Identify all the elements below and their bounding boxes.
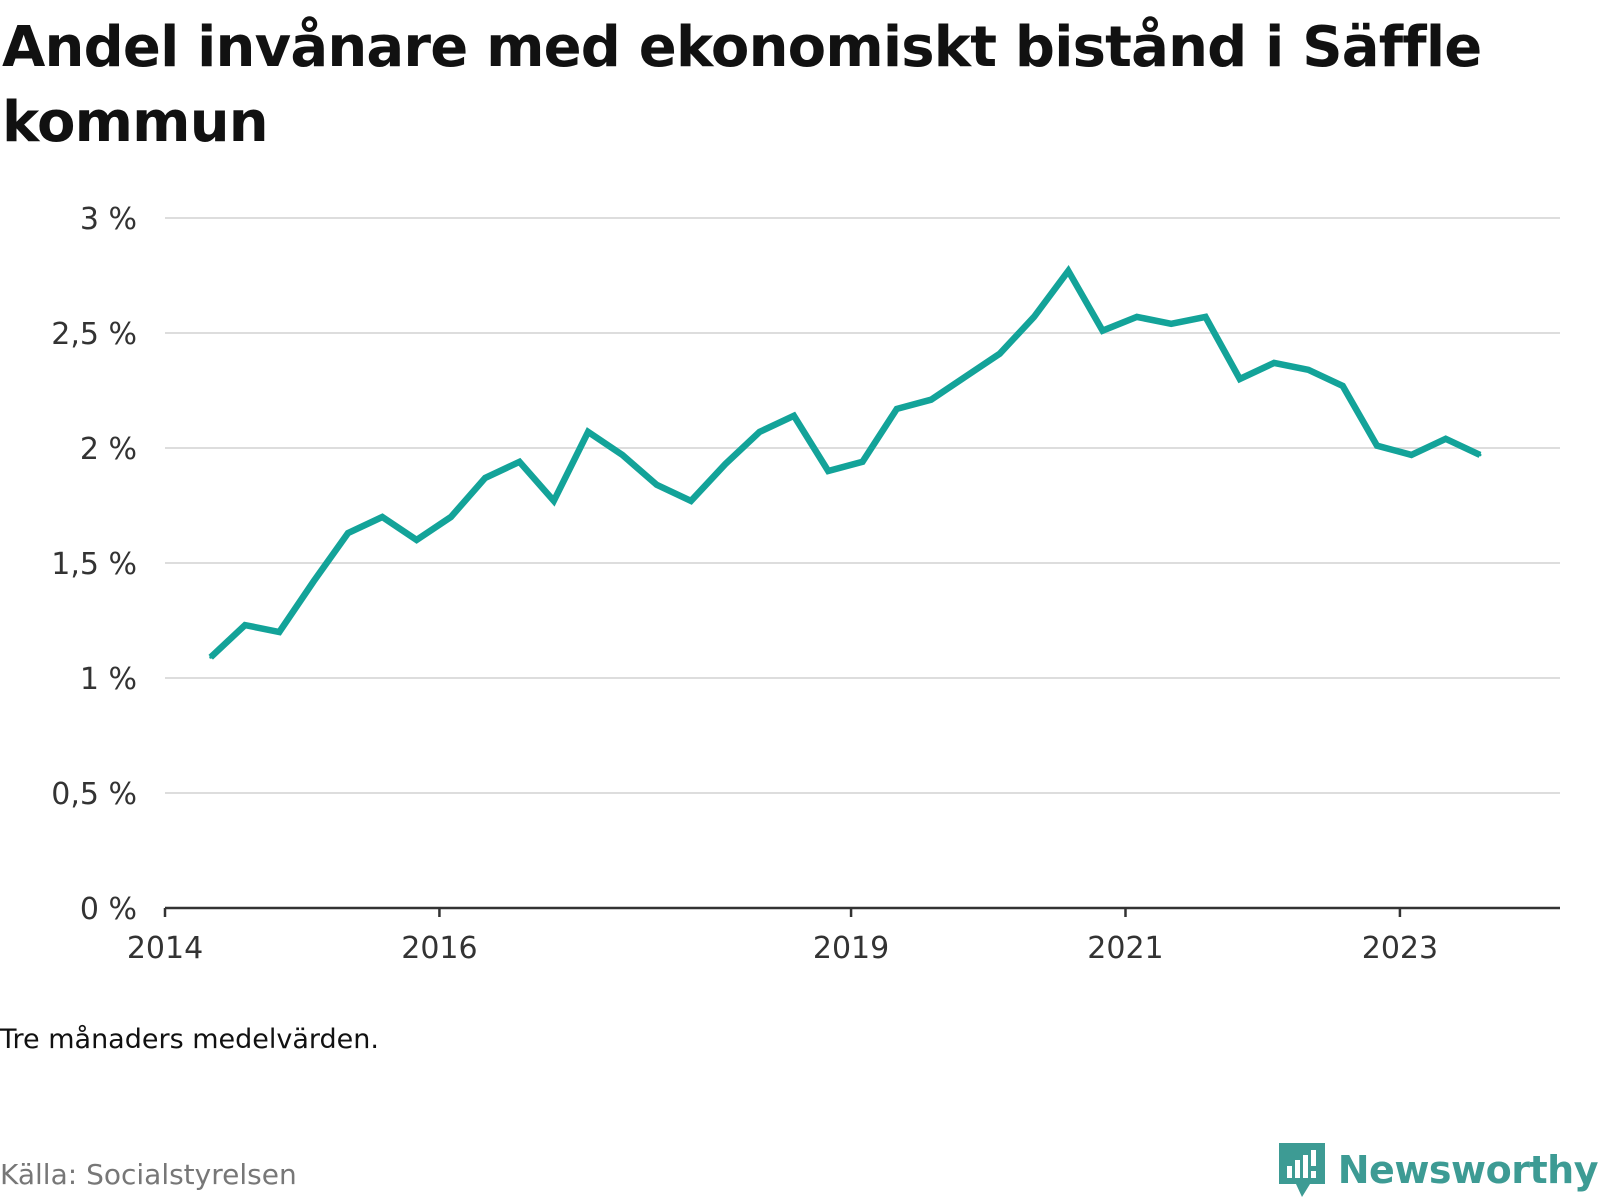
data-point (277, 630, 281, 634)
y-axis-tick-labels: 0 % 0,5 % 1 % 1,5 % 2 % 2,5 % 3 % (51, 202, 137, 927)
y-tick-label: 2 % (80, 432, 137, 467)
data-point (1306, 368, 1310, 372)
data-point (243, 623, 247, 627)
data-point (1444, 437, 1448, 441)
data-point (346, 531, 350, 535)
data-point (689, 499, 693, 503)
data-point (1341, 384, 1345, 388)
series-line (208, 264, 1482, 660)
data-point (209, 655, 213, 659)
data-point (449, 515, 453, 519)
data-point (1169, 322, 1173, 326)
data-point (929, 398, 933, 402)
data-point (483, 476, 487, 480)
data-point (826, 469, 830, 473)
y-tick-label: 2,5 % (51, 317, 137, 352)
data-point (380, 515, 384, 519)
data-point (963, 375, 967, 379)
data-point (1066, 269, 1070, 273)
data-point (1238, 377, 1242, 381)
x-tick-label: 2019 (813, 931, 889, 966)
data-point (1409, 453, 1413, 457)
data-point (1375, 444, 1379, 448)
data-point (312, 579, 316, 583)
y-tick-label: 0 % (80, 892, 137, 927)
x-tick-label: 2021 (1087, 931, 1163, 966)
brand-name: Newsworthy (1337, 1148, 1599, 1192)
data-point (895, 407, 899, 411)
data-point (998, 352, 1002, 356)
x-tick-label: 2016 (401, 931, 477, 966)
y-tick-label: 1,5 % (51, 547, 137, 582)
x-tick-label: 2023 (1362, 931, 1438, 966)
data-point (415, 538, 419, 542)
y-tick-label: 3 % (80, 202, 137, 237)
y-tick-label: 0,5 % (51, 777, 137, 812)
x-axis-ticks: 2014 2016 2019 2021 2023 (127, 908, 1438, 966)
data-point (552, 499, 556, 503)
newsworthy-logo-icon (1278, 1143, 1325, 1197)
data-point (1204, 315, 1208, 319)
data-point (517, 460, 521, 464)
y-tick-label: 1 % (80, 662, 137, 697)
x-tick-label: 2014 (127, 931, 203, 966)
data-point (586, 430, 590, 434)
chart-note: Tre månaders medelvärden. (0, 1024, 379, 1055)
data-point (1478, 453, 1482, 457)
data-point (620, 453, 624, 457)
data-point (1135, 315, 1139, 319)
data-point (1101, 329, 1105, 333)
gridlines (165, 217, 1560, 794)
brand-logo[interactable]: Newsworthy (1276, 1140, 1599, 1200)
data-point (1272, 361, 1276, 365)
chart-title: Andel invånare med ekonomiskt bistånd i … (2, 15, 1482, 155)
data-point (723, 462, 727, 466)
series-group (208, 264, 1482, 660)
source-credit: Källa: Socialstyrelsen (0, 1158, 297, 1191)
data-point (861, 460, 864, 464)
data-point (655, 483, 659, 487)
data-point (1032, 315, 1036, 319)
data-point (758, 430, 762, 434)
data-point (792, 414, 796, 418)
